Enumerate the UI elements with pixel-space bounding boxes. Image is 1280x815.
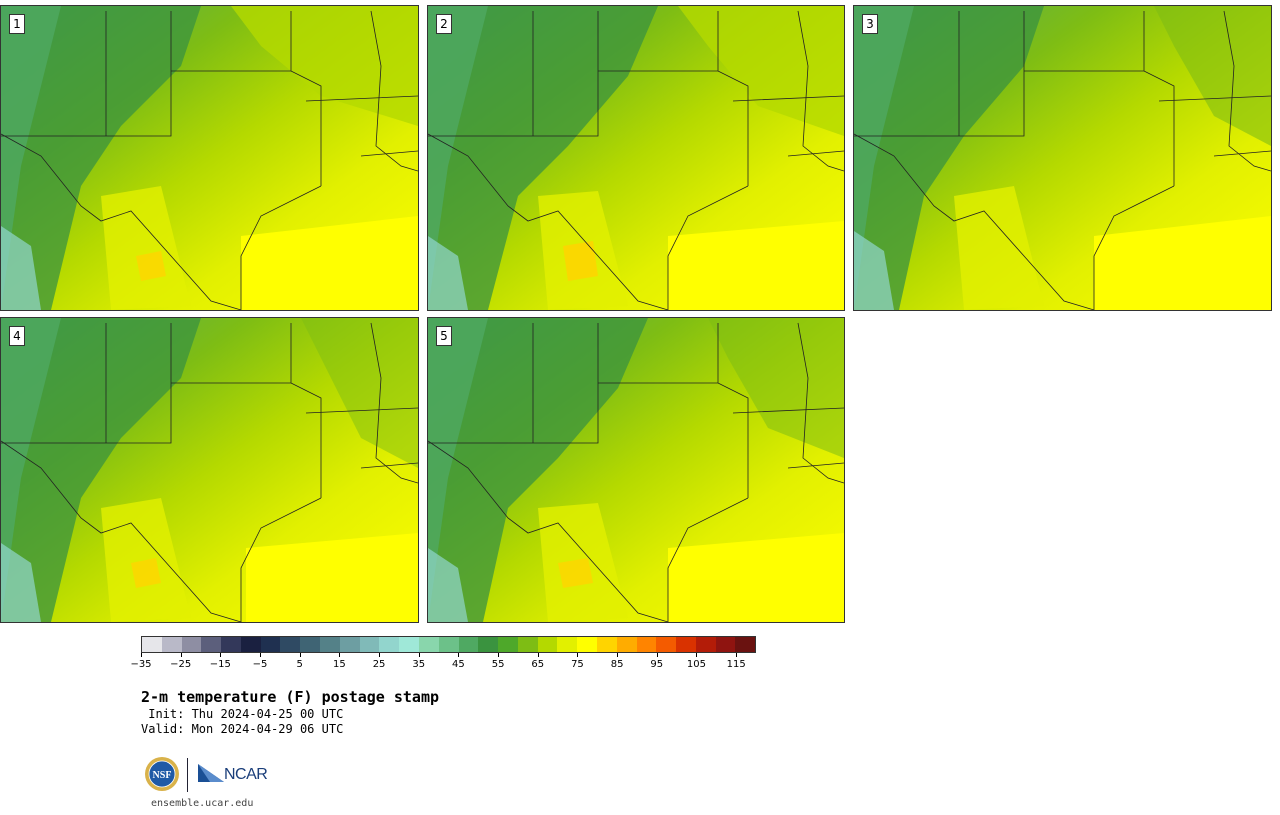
colorbar-tick-label: 55: [491, 659, 505, 670]
colorbar-cell: [260, 637, 281, 652]
logo-divider: [187, 758, 188, 792]
colorbar-cell: [458, 637, 479, 652]
site-url: ensemble.ucar.edu: [151, 798, 254, 809]
colorbar-cell: [221, 637, 241, 652]
colorbar-cell: [517, 637, 538, 652]
panel-number: 5: [436, 326, 452, 346]
colorbar-cell: [359, 637, 380, 652]
colorbar-cell: [656, 637, 677, 652]
panel-number: 1: [9, 14, 25, 34]
colorbar-tick-label: 115: [726, 659, 746, 670]
colorbar-tick: [299, 653, 301, 657]
logo-area: NSF NCAR: [144, 756, 284, 794]
colorbar-tick-label: 25: [372, 659, 386, 670]
temperature-map: [428, 318, 844, 622]
temperature-map: [1, 318, 418, 622]
colorbar-cell: [577, 637, 597, 652]
colorbar-tick: [458, 653, 460, 657]
map-panel-5: 5: [427, 317, 845, 623]
panel-number: 3: [862, 14, 878, 34]
colorbar-tick-label: 85: [610, 659, 624, 670]
colorbar-cell: [478, 637, 499, 652]
map-panel-3: 3: [853, 5, 1272, 311]
colorbar-cell: [300, 637, 321, 652]
colorbar-tick-label: −5: [252, 659, 268, 670]
colorbar-cell: [498, 637, 518, 652]
colorbar-tick: [736, 653, 738, 657]
nsf-logo-icon: NSF: [145, 757, 179, 791]
colorbar-tick: [656, 653, 658, 657]
colorbar-tick: [577, 653, 579, 657]
colorbar-tick-labels: −35 −25 −15 −5 5 15 25 35 45 55 65 75 85 95 105 115: [130, 653, 756, 673]
colorbar-cell: [596, 637, 617, 652]
chart-title: 2-m temperature (F) postage stamp: [141, 688, 440, 706]
colorbar-tick: [180, 653, 182, 657]
colorbar-tick-label: 15: [333, 659, 346, 670]
colorbar-cell: [735, 637, 756, 652]
colorbar-cell: [418, 637, 439, 652]
colorbar-cell: [399, 637, 419, 652]
colorbar-tick-label: 45: [452, 659, 465, 670]
colorbar-cell: [181, 637, 202, 652]
temperature-map: [428, 6, 844, 310]
colorbar-tick: [498, 653, 500, 657]
colorbar-tick: [418, 653, 420, 657]
colorbar-cell: [438, 637, 459, 652]
map-panel-4: 4: [0, 317, 419, 623]
colorbar-cell: [616, 637, 637, 652]
colorbar-tick: [617, 653, 619, 657]
colorbar-cell: [161, 637, 182, 652]
colorbar-tick-label: −25: [170, 659, 192, 670]
colorbar-cell: [379, 637, 400, 652]
colorbar-tick: [339, 653, 341, 657]
colorbar-tick-label: 75: [571, 659, 584, 670]
colorbar-tick: [260, 653, 262, 657]
colorbar-cell: [280, 637, 301, 652]
colorbar-cell: [636, 637, 657, 652]
panel-number: 4: [9, 326, 25, 346]
colorbar-cell: [320, 637, 340, 652]
colorbar-tick-label: −35: [130, 659, 152, 670]
colorbar-tick: [379, 653, 381, 657]
colorbar-cell: [339, 637, 360, 652]
colorbar-tick: [537, 653, 539, 657]
valid-time: Valid: Mon 2024-04-29 06 UTC: [141, 722, 344, 736]
colorbar-tick-label: −15: [209, 659, 231, 670]
colorbar-cell: [201, 637, 222, 652]
colorbar-cell: [142, 637, 162, 652]
colorbar-tick-label: 65: [531, 659, 545, 670]
map-panel-2: 2: [427, 5, 845, 311]
colorbar-tick-label: 35: [412, 659, 426, 670]
colorbar-cell: [240, 637, 261, 652]
temperature-map: [1, 6, 418, 310]
colorbar-cell: [676, 637, 696, 652]
panel-number: 2: [436, 14, 452, 34]
colorbar-tick: [696, 653, 698, 657]
temperature-map: [854, 6, 1271, 310]
colorbar-cell: [557, 637, 578, 652]
colorbar-tick: [141, 653, 142, 657]
colorbar-tick-label: 5: [296, 659, 303, 670]
colorbar-cell: [715, 637, 736, 652]
colorbar-cell: [537, 637, 558, 652]
map-panel-1: 1: [0, 5, 419, 311]
ncar-logo-text: NCAR: [224, 766, 268, 783]
temperature-colorbar: [141, 636, 756, 653]
colorbar-tick-label: 105: [686, 659, 707, 670]
colorbar-tick-label: 95: [650, 659, 664, 670]
colorbar-cell: [695, 637, 716, 652]
init-time: Init: Thu 2024-04-25 00 UTC: [141, 707, 344, 721]
ncar-logo-icon: [198, 764, 224, 782]
nsf-logo-text: NSF: [153, 770, 172, 781]
colorbar-tick: [220, 653, 222, 657]
